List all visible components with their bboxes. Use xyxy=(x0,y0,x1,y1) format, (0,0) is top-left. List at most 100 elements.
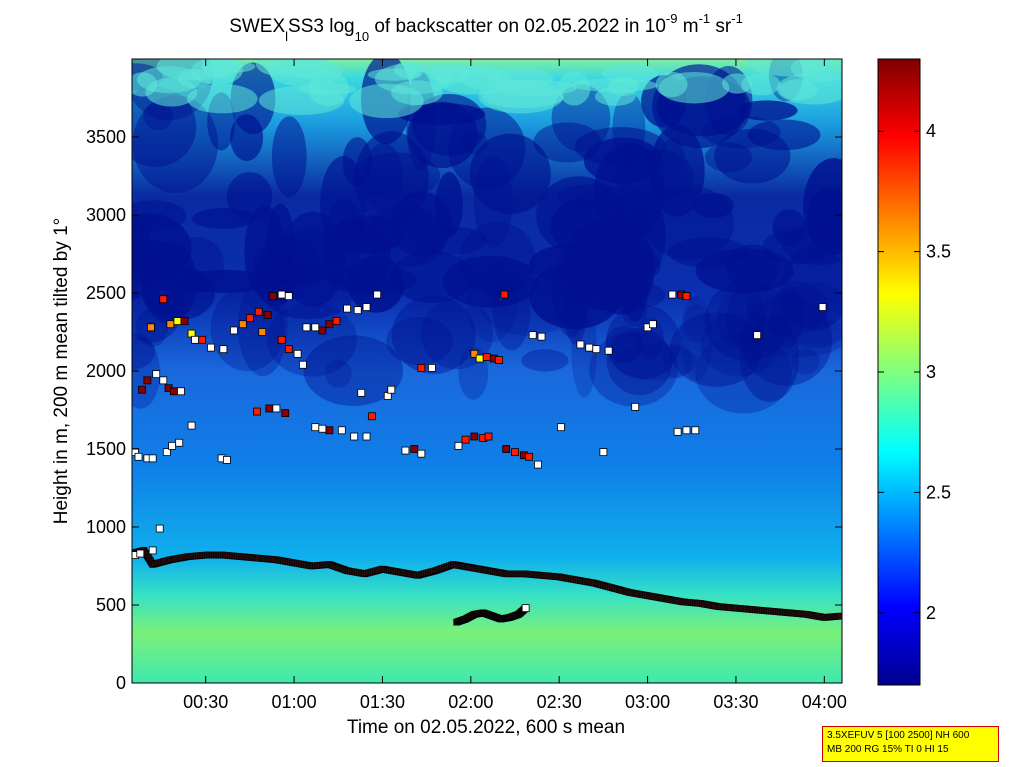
cloud-point xyxy=(284,292,293,301)
info-box: 3.5XEFUV 5 [100 2500] NH 600 MB 200 RG 1… xyxy=(822,726,999,762)
cloud-point xyxy=(138,385,146,394)
cloud-point xyxy=(350,432,359,441)
x-tick-label: 01:30 xyxy=(360,692,405,712)
backscatter-blob xyxy=(132,72,158,97)
cloud-point xyxy=(682,426,691,435)
cloud-point xyxy=(166,320,175,329)
backscatter-blob xyxy=(558,70,591,106)
cloud-point xyxy=(417,363,426,372)
backscatter-blob xyxy=(230,114,264,161)
backscatter-blob xyxy=(192,208,255,230)
cloud-point xyxy=(528,331,537,340)
cloud-point xyxy=(159,376,168,385)
colorbar-gradient xyxy=(878,59,920,685)
cloud-point xyxy=(470,349,479,358)
backscatter-blob xyxy=(669,312,763,387)
backscatter-blob xyxy=(533,122,602,163)
backscatter-blob xyxy=(466,262,518,343)
backscatter-blob xyxy=(635,317,665,360)
cloud-point xyxy=(152,370,161,379)
backscatter-blob xyxy=(704,280,791,362)
backscatter-blob xyxy=(680,295,713,382)
cloud-point xyxy=(387,385,396,394)
backscatter-blob xyxy=(492,265,531,351)
backscatter-blob xyxy=(459,221,536,297)
backscatter-blob xyxy=(303,335,404,406)
cloud-points xyxy=(132,290,827,613)
backscatter-blob xyxy=(705,142,753,173)
colorbar-tick-label: 4 xyxy=(926,121,936,141)
info-line-2: MB 200 RG 15% TI 0 HI 15 xyxy=(827,744,949,755)
backscatter-blob xyxy=(521,349,569,372)
x-tick-label: 02:00 xyxy=(448,692,493,712)
backscatter-blob xyxy=(391,295,476,374)
cloud-point xyxy=(367,412,376,421)
cloud-point xyxy=(631,402,640,411)
cloud-point xyxy=(682,292,691,301)
cloud-point xyxy=(332,317,341,325)
backscatter-blob xyxy=(435,172,463,238)
cloud-point xyxy=(191,335,199,344)
backscatter-blob xyxy=(143,101,174,131)
cloud-point xyxy=(272,404,281,413)
cloud-point xyxy=(410,445,419,453)
backscatter-blob xyxy=(778,282,842,349)
cloud-point xyxy=(470,432,479,441)
y-tick-label: 0 xyxy=(116,673,126,693)
y-tick-label: 500 xyxy=(96,595,126,615)
backscatter-blob xyxy=(583,137,662,184)
backscatter-blob xyxy=(601,63,658,84)
cloud-point xyxy=(325,426,334,435)
cloud-point xyxy=(362,432,371,441)
cloud-point xyxy=(673,427,682,436)
backscatter-blob xyxy=(807,187,842,249)
cloud-point xyxy=(198,335,207,344)
cloud-point xyxy=(136,549,145,558)
cloud-point xyxy=(147,323,155,332)
cloud-point xyxy=(230,326,238,335)
cloud-point xyxy=(223,456,231,464)
cloud-point xyxy=(337,426,346,435)
cloud-point xyxy=(500,290,509,299)
backscatter-blob xyxy=(324,359,352,388)
backscatter-blob xyxy=(695,332,792,414)
backscatter-blob xyxy=(695,248,794,294)
y-axis-label: Height in m, 200 m mean tilted by 1° xyxy=(51,218,72,524)
backscatter-blob xyxy=(460,65,500,90)
backscatter-blob xyxy=(187,84,258,114)
backscatter-blob xyxy=(156,59,231,81)
y-axis: 0 500 1000 1500 2000 2500 3000 3500 xyxy=(86,127,842,693)
cloud-point xyxy=(691,426,700,435)
cloud-point xyxy=(177,387,185,396)
cloud-point xyxy=(318,326,327,335)
cloud-point xyxy=(521,604,530,613)
backscatter-blob xyxy=(751,314,842,358)
backscatter-blob xyxy=(747,280,830,336)
title-sub-10: 10 xyxy=(355,29,369,44)
cloud-point xyxy=(159,295,168,304)
cloud-point xyxy=(482,353,491,361)
cloud-point xyxy=(268,292,277,301)
cloud-point xyxy=(207,343,215,352)
x-tick-label: 03:00 xyxy=(625,692,670,712)
backscatter-blob xyxy=(776,72,842,105)
cloud-point xyxy=(495,356,504,364)
cloud-point xyxy=(253,407,261,416)
boundary-layers xyxy=(132,547,842,626)
backscatter-blob xyxy=(571,78,658,92)
cloud-point xyxy=(180,317,189,325)
backscatter-blob xyxy=(605,325,643,363)
title-rest: of backscatter on 02.05.2022 in 10 xyxy=(369,16,666,37)
title-sub-l: l xyxy=(285,29,288,44)
cloud-point xyxy=(557,423,565,432)
cloud-point xyxy=(245,314,254,322)
title-sup3: -1 xyxy=(731,11,743,26)
backscatter-blob xyxy=(772,209,806,247)
colorbar-tick-label: 3 xyxy=(926,362,936,382)
title-sup1: -9 xyxy=(666,11,678,26)
y-tick-label: 3000 xyxy=(86,205,126,225)
cloud-point xyxy=(258,328,267,336)
backscatter-blob xyxy=(132,213,192,284)
backscatter-blob xyxy=(683,304,711,343)
backscatter-blob xyxy=(132,332,156,370)
